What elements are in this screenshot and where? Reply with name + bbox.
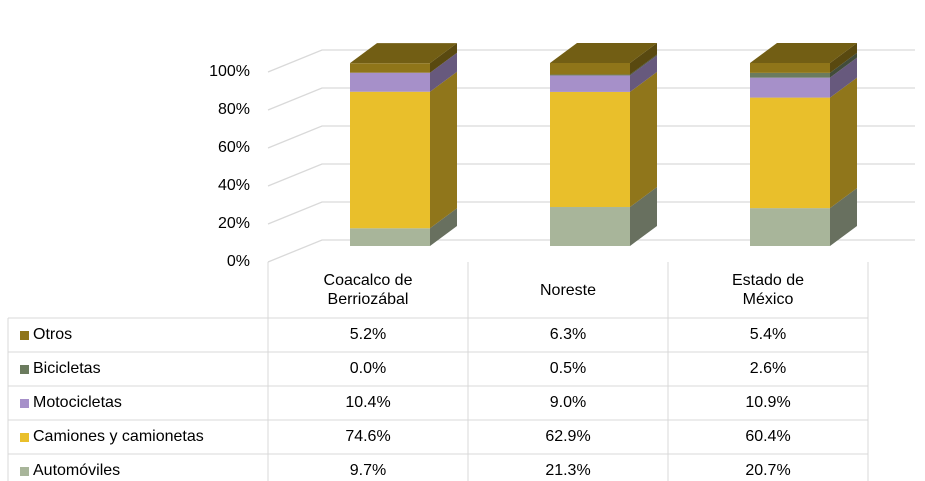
- bar-side: [830, 77, 857, 209]
- value-label: 60.4%: [668, 420, 868, 454]
- legend-entry: Camiones y camionetas: [8, 420, 268, 454]
- legend-text: Motocicletas: [33, 394, 122, 411]
- value-label-text: 0.5%: [549, 360, 587, 377]
- category-label-text: Noreste: [539, 281, 597, 299]
- bar-segment: [350, 228, 430, 246]
- bar-side: [630, 71, 657, 208]
- bar-side: [630, 55, 657, 92]
- value-label-text: 9.7%: [349, 462, 387, 479]
- bar-top: [550, 43, 657, 63]
- grid-line: [267, 239, 915, 263]
- bar-segment: [750, 72, 830, 78]
- bar-side: [430, 71, 457, 229]
- grid-line: [267, 87, 915, 111]
- y-tick-label: 80%: [218, 101, 250, 118]
- legend-swatch: [20, 364, 29, 374]
- value-label-text: 9.0%: [549, 394, 587, 411]
- bar-segment: [550, 91, 630, 208]
- legend-entry: Automóviles: [8, 454, 268, 481]
- bar-side: [830, 52, 857, 78]
- value-label-text: 62.9%: [545, 428, 591, 445]
- bar-segment: [550, 74, 630, 76]
- legend-entry: Bicicletas: [8, 352, 268, 386]
- bar-side: [830, 43, 857, 73]
- value-label: 5.4%: [668, 318, 868, 352]
- legend-swatch: [20, 398, 29, 408]
- y-tick-label: 100%: [209, 63, 250, 80]
- y-tick-label: 0%: [227, 253, 250, 270]
- legend-text: Otros: [33, 326, 73, 343]
- value-label-text: 60.4%: [745, 428, 791, 445]
- value-label-text: 5.2%: [349, 326, 387, 343]
- value-label: 2.6%: [668, 352, 868, 386]
- legend-entry: Motocicletas: [8, 386, 268, 420]
- value-label-text: 20.7%: [745, 462, 791, 479]
- legend-text: Camiones y camionetas: [33, 428, 204, 445]
- bar-segment: [350, 63, 430, 73]
- grid-line: [267, 49, 915, 73]
- bar-top: [350, 43, 457, 64]
- value-label-text: 74.6%: [345, 428, 391, 445]
- value-label: 9.7%: [268, 454, 468, 481]
- grid-line: [267, 163, 915, 187]
- value-label-text: 0.0%: [349, 360, 387, 377]
- value-label: 5.2%: [268, 318, 468, 352]
- grid-line: [267, 125, 915, 149]
- bar-segment: [550, 75, 630, 92]
- legend-entry: Otros: [8, 318, 268, 352]
- bar-segment: [550, 63, 630, 75]
- legend-swatch: [20, 466, 29, 476]
- bar-segment: [350, 91, 430, 229]
- value-label-text: 10.9%: [745, 394, 791, 411]
- legend-swatch: [20, 432, 29, 442]
- legend-text: Bicicletas: [33, 360, 101, 377]
- value-label: 6.3%: [468, 318, 668, 352]
- bar-side: [630, 43, 657, 75]
- bar-segment: [750, 97, 830, 209]
- bar-side: [430, 52, 457, 92]
- bar-side: [830, 57, 857, 98]
- value-label: 74.6%: [268, 420, 468, 454]
- y-tick-label: 20%: [218, 215, 250, 232]
- legend-swatch: [20, 330, 29, 340]
- category-label: Coacalco de Berriozábal: [268, 262, 468, 318]
- bar-segment: [750, 63, 830, 73]
- value-label: 10.9%: [668, 386, 868, 420]
- grid-line: [267, 201, 915, 225]
- bar-top: [750, 43, 857, 63]
- bar-segment: [750, 208, 830, 246]
- value-label: 21.3%: [468, 454, 668, 481]
- value-label-text: 10.4%: [345, 394, 391, 411]
- value-label: 9.0%: [468, 386, 668, 420]
- value-label-text: 6.3%: [549, 326, 587, 343]
- value-label-text: 2.6%: [749, 360, 787, 377]
- bar-side: [430, 208, 457, 246]
- bar-segment: [350, 72, 430, 92]
- bar-side: [430, 43, 457, 73]
- value-label: 20.7%: [668, 454, 868, 481]
- value-label-text: 5.4%: [749, 326, 787, 343]
- bar-side: [630, 187, 657, 246]
- bar-side: [830, 188, 857, 246]
- category-label: Estado de México: [668, 262, 868, 318]
- legend-text: Automóviles: [33, 462, 121, 479]
- bar-segment: [550, 207, 630, 246]
- category-label: Noreste: [468, 262, 668, 318]
- category-label-text: Coacalco de Berriozábal: [323, 272, 413, 308]
- value-label-text: 21.3%: [545, 462, 591, 479]
- bar-side: [630, 54, 657, 76]
- value-label: 62.9%: [468, 420, 668, 454]
- category-label-text: Estado de México: [731, 272, 805, 308]
- value-label: 10.4%: [268, 386, 468, 420]
- y-tick-label: 60%: [218, 139, 250, 156]
- bar-segment: [750, 77, 830, 98]
- value-label: 0.0%: [268, 352, 468, 386]
- value-label: 0.5%: [468, 352, 668, 386]
- y-tick-label: 40%: [218, 177, 250, 194]
